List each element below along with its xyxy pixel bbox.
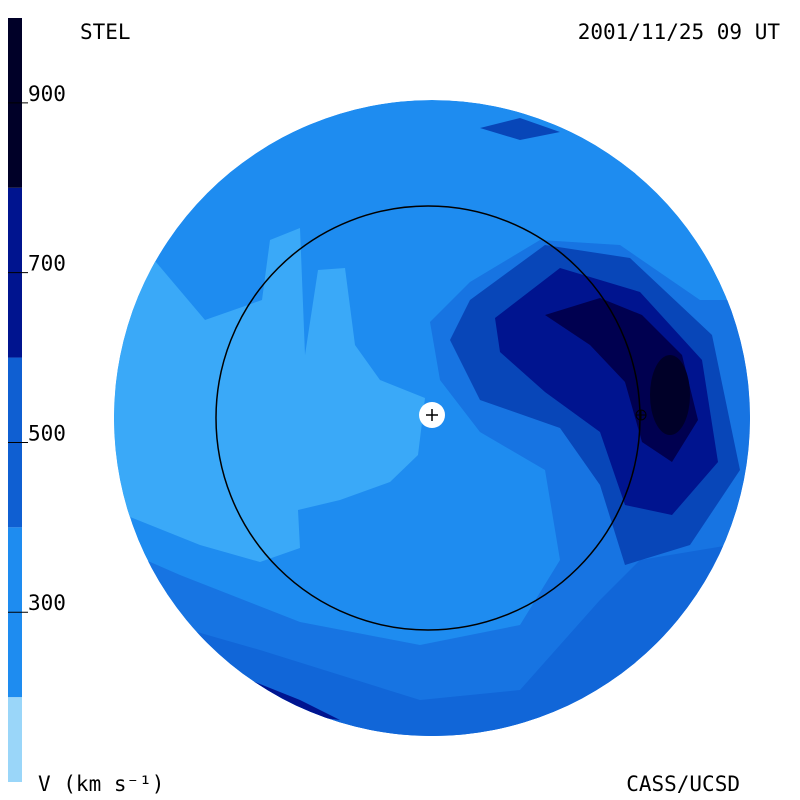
colorbar-tick-label: 500 — [28, 421, 66, 445]
observatory-label: STEL — [80, 20, 131, 44]
earth-orbit — [215, 205, 641, 631]
credit: CASS/UCSD — [626, 772, 740, 796]
colorbar-tick-label: 700 — [28, 252, 66, 276]
velocity-map — [114, 100, 750, 736]
sun-cross — [426, 409, 438, 421]
fast-patch — [250, 680, 340, 720]
colorbar-tick-label: 900 — [28, 82, 66, 106]
timestamp: 2001/11/25 09 UT — [578, 20, 781, 44]
fastest-core — [650, 355, 690, 435]
fast-patch — [480, 118, 560, 140]
colorbar: 900 700 500 300 — [8, 18, 66, 782]
colorbar-tick-label: 300 — [28, 591, 66, 615]
slow-region — [114, 228, 425, 562]
colorbar-label: V (km s⁻¹) — [38, 772, 164, 796]
earth-cross — [636, 410, 646, 420]
colorbar-band — [8, 697, 22, 782]
